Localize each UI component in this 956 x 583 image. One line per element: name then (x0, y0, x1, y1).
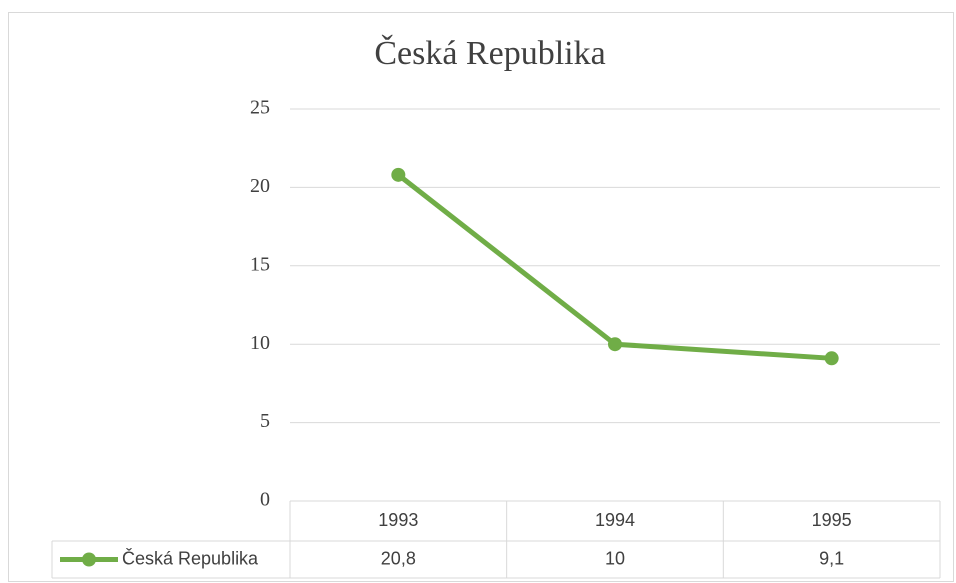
y-tick-label: 10 (250, 332, 270, 354)
chart-border (8, 12, 954, 582)
x-tick-label: 1994 (595, 510, 635, 530)
y-tick-label: 5 (260, 410, 270, 432)
chart-title: Česká Republika (374, 34, 605, 72)
data-point (608, 337, 622, 352)
data-point (824, 351, 839, 366)
data-table-value: 10 (605, 548, 625, 568)
y-tick-label: 25 (250, 97, 270, 119)
data-point (391, 167, 406, 182)
x-tick-label: 1995 (812, 510, 852, 530)
legend-marker (82, 552, 96, 567)
legend-label: Česká Republika (122, 547, 259, 568)
y-tick-label: 15 (250, 253, 270, 275)
data-table-value: 9,1 (819, 548, 844, 568)
data-table-value: 20,8 (381, 548, 416, 568)
y-tick-label: 0 (260, 489, 270, 511)
y-tick-label: 20 (250, 175, 270, 197)
x-tick-label: 1993 (378, 510, 418, 530)
